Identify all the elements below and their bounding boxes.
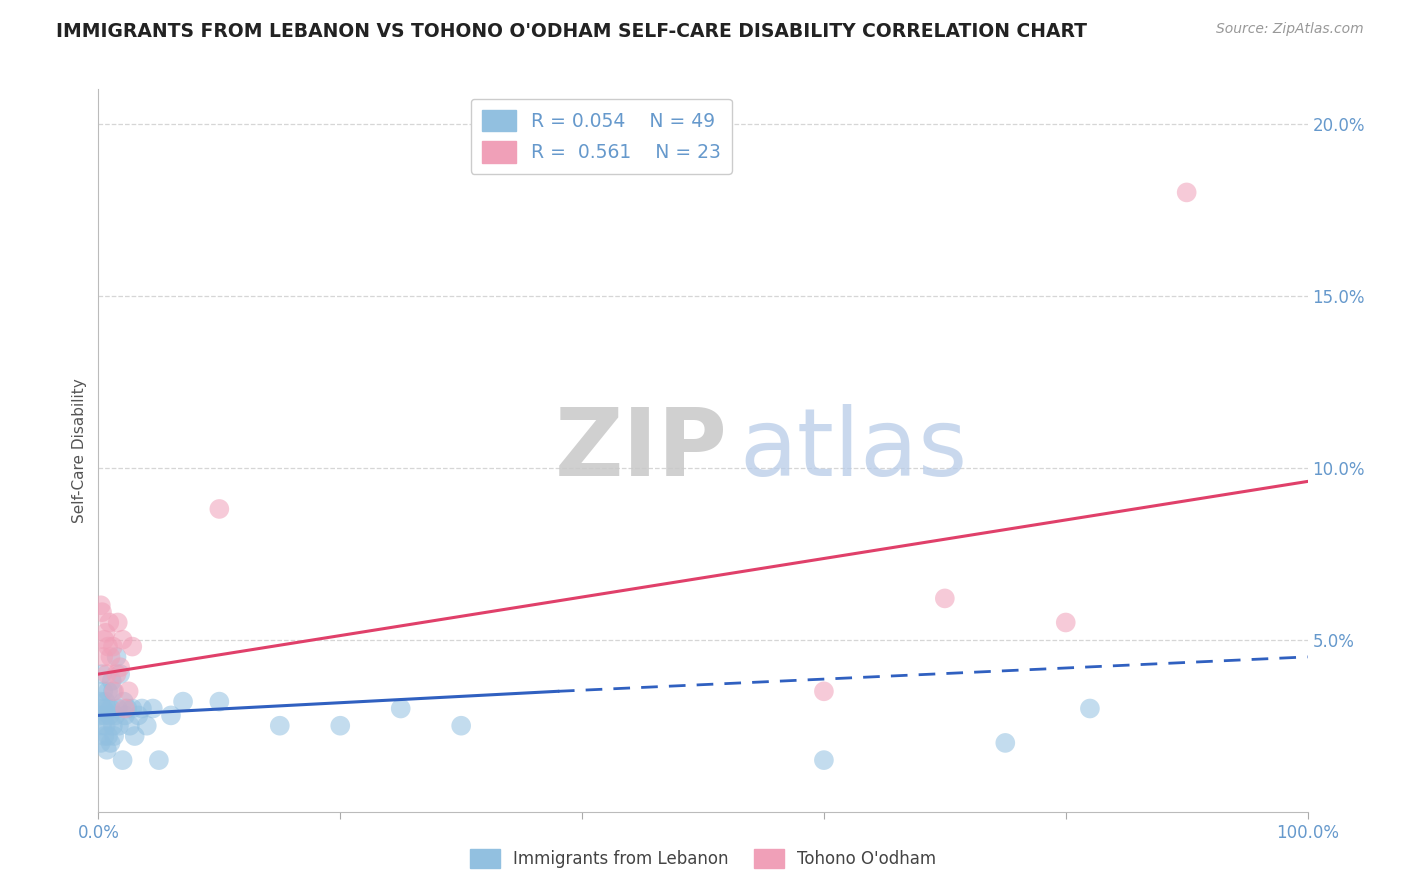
Point xyxy=(450,719,472,733)
Point xyxy=(329,719,352,733)
Point xyxy=(112,695,135,709)
Point xyxy=(101,684,124,698)
Point xyxy=(934,591,956,606)
Point xyxy=(94,719,117,733)
Point xyxy=(208,502,231,516)
Point xyxy=(97,729,120,743)
Point xyxy=(117,701,139,715)
Point xyxy=(118,719,141,733)
Legend: R = 0.054    N = 49, R =  0.561    N = 23: R = 0.054 N = 49, R = 0.561 N = 23 xyxy=(471,99,731,174)
Point xyxy=(96,701,118,715)
Point xyxy=(101,640,124,654)
Point xyxy=(94,625,117,640)
Point xyxy=(91,719,114,733)
Point xyxy=(172,695,194,709)
Point xyxy=(121,701,143,715)
Text: IMMIGRANTS FROM LEBANON VS TOHONO O'ODHAM SELF-CARE DISABILITY CORRELATION CHART: IMMIGRANTS FROM LEBANON VS TOHONO O'ODHA… xyxy=(56,22,1087,41)
Point xyxy=(127,708,149,723)
Point xyxy=(108,660,131,674)
Point xyxy=(98,615,121,630)
Text: ZIP: ZIP xyxy=(554,404,727,497)
Point xyxy=(91,684,114,698)
Point xyxy=(89,708,111,723)
Point xyxy=(107,701,129,715)
Point xyxy=(96,743,118,757)
Point xyxy=(97,640,120,654)
Point xyxy=(142,701,165,715)
Point xyxy=(131,701,153,715)
Point xyxy=(121,640,143,654)
Point xyxy=(98,708,121,723)
Point xyxy=(813,753,835,767)
Point xyxy=(100,673,122,688)
Point xyxy=(135,719,157,733)
Point xyxy=(105,649,128,664)
Point xyxy=(103,684,125,698)
Point xyxy=(93,708,115,723)
Point xyxy=(101,719,124,733)
Point xyxy=(94,695,117,709)
Point xyxy=(1175,186,1198,200)
Point xyxy=(813,684,835,698)
Point xyxy=(91,667,114,681)
Point xyxy=(111,632,134,647)
Point xyxy=(91,605,114,619)
Point xyxy=(96,667,118,681)
Point xyxy=(90,599,112,613)
Point xyxy=(114,701,136,715)
Point xyxy=(1078,701,1101,715)
Point xyxy=(105,667,128,681)
Point xyxy=(1054,615,1077,630)
Point xyxy=(100,701,122,715)
Point xyxy=(108,667,131,681)
Point xyxy=(103,729,125,743)
Point xyxy=(91,701,114,715)
Point xyxy=(91,649,114,664)
Point xyxy=(114,708,136,723)
Point xyxy=(93,632,115,647)
Point xyxy=(269,719,291,733)
Point xyxy=(118,684,141,698)
Point xyxy=(124,729,146,743)
Point xyxy=(111,753,134,767)
Text: Source: ZipAtlas.com: Source: ZipAtlas.com xyxy=(1216,22,1364,37)
Point xyxy=(107,615,129,630)
Point xyxy=(108,719,131,733)
Point xyxy=(100,736,122,750)
Point xyxy=(389,701,412,715)
Legend: Immigrants from Lebanon, Tohono O'odham: Immigrants from Lebanon, Tohono O'odham xyxy=(463,843,943,875)
Y-axis label: Self-Care Disability: Self-Care Disability xyxy=(72,378,87,523)
Point xyxy=(90,695,112,709)
Point xyxy=(90,736,112,750)
Point xyxy=(160,708,183,723)
Point xyxy=(100,649,122,664)
Text: atlas: atlas xyxy=(740,404,967,497)
Point xyxy=(104,708,127,723)
Point xyxy=(208,695,231,709)
Point xyxy=(994,736,1017,750)
Point xyxy=(148,753,170,767)
Point xyxy=(93,729,115,743)
Point xyxy=(97,684,120,698)
